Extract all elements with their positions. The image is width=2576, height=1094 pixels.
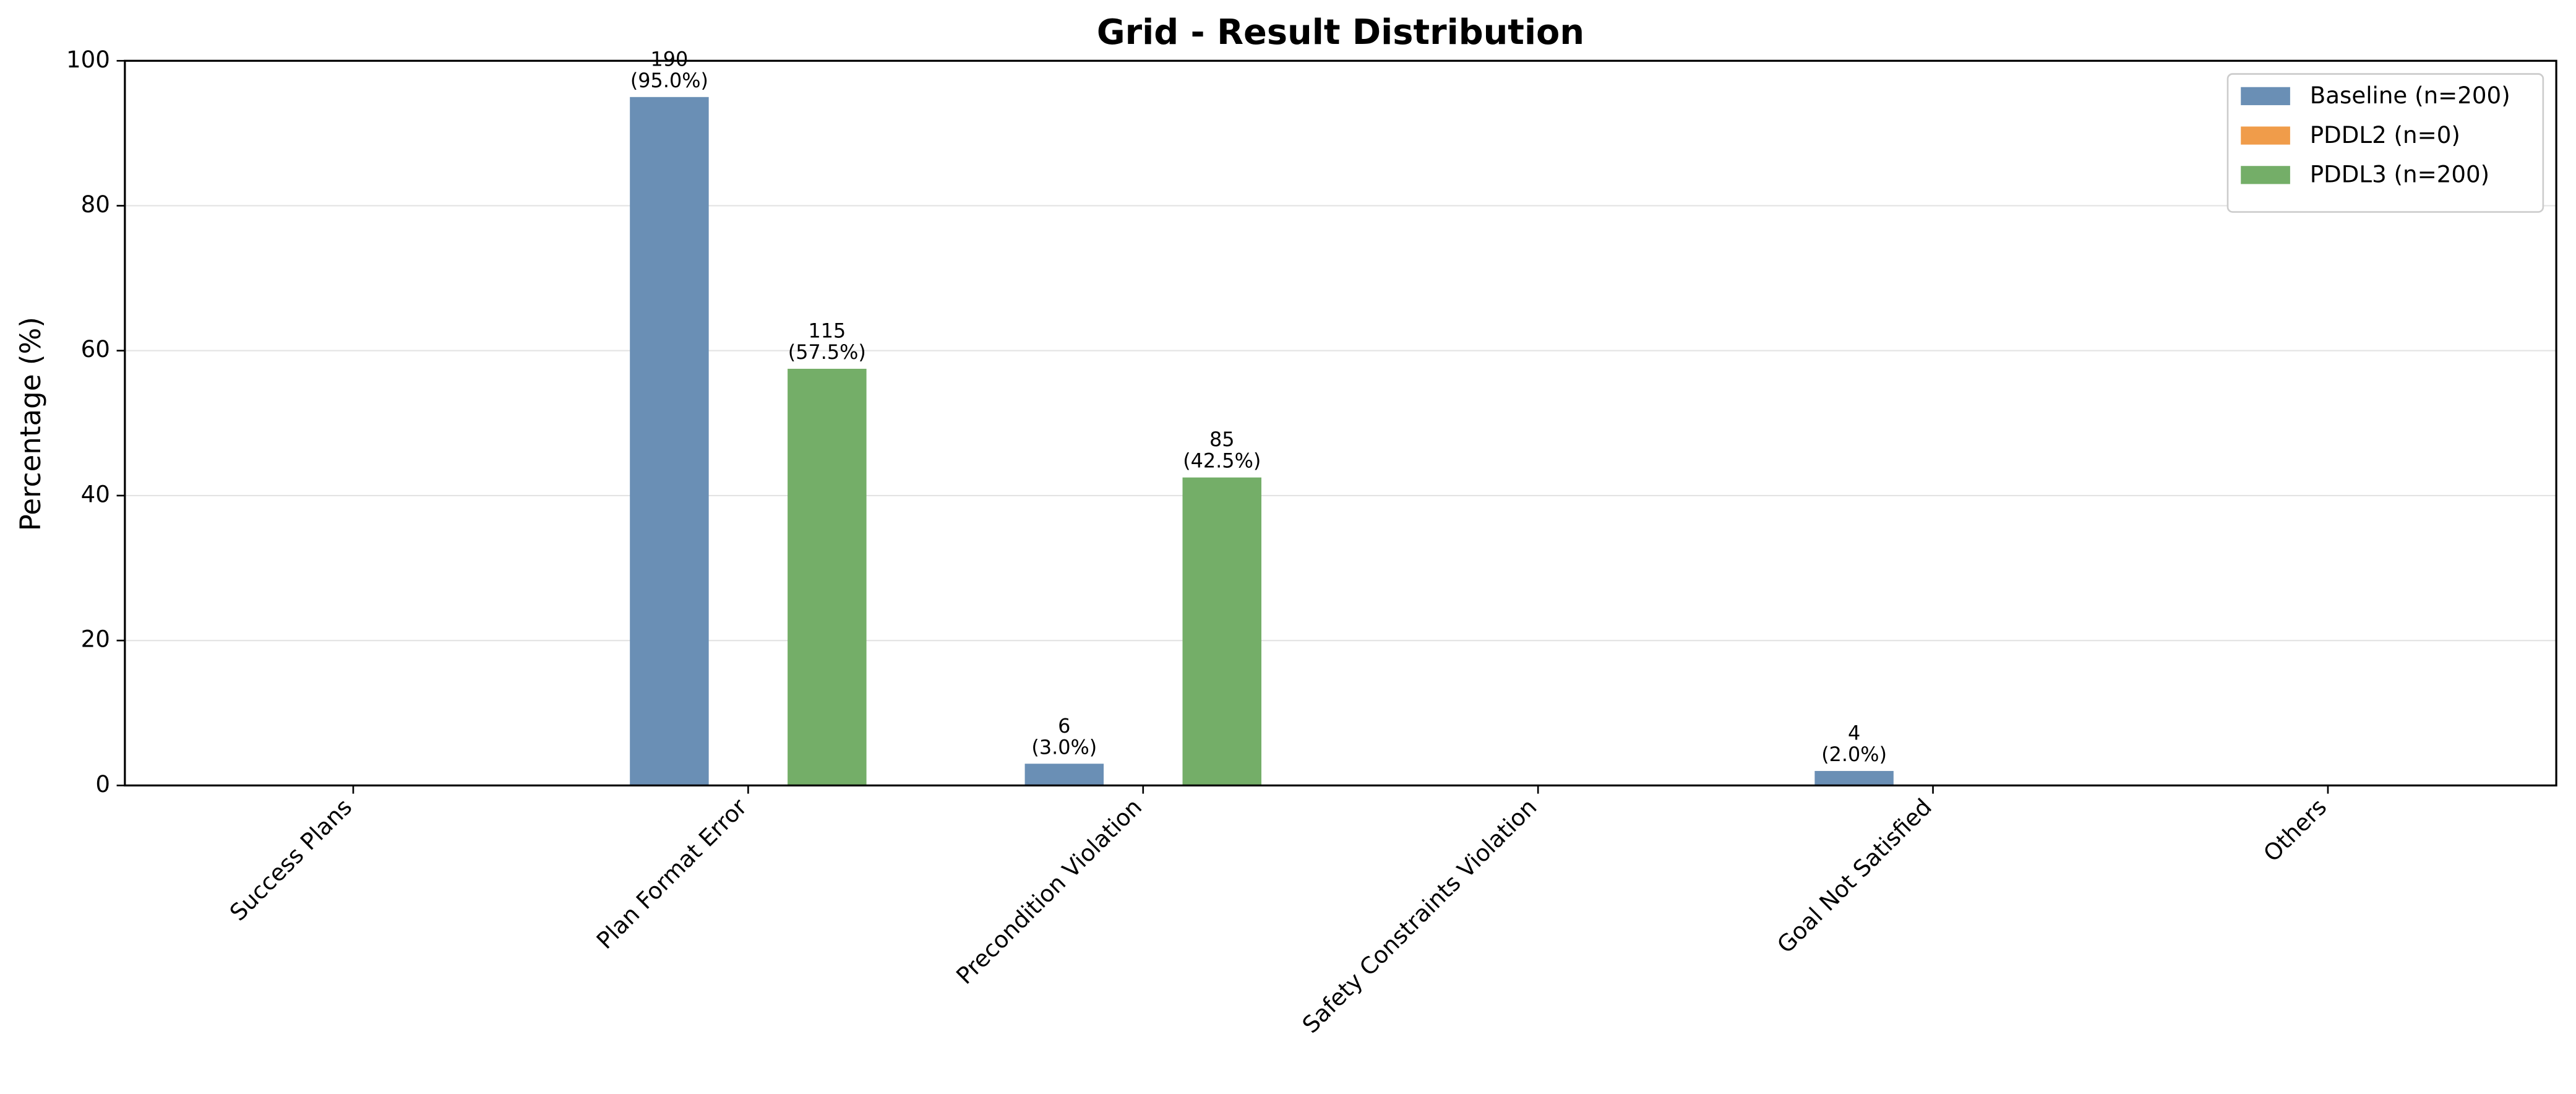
y-tick-label: 20 <box>81 626 110 653</box>
x-tick-label: Success Plans <box>225 793 358 926</box>
legend-swatch <box>2241 87 2290 105</box>
plot-frame <box>124 59 2557 786</box>
data-label: (95.0%) <box>630 69 708 92</box>
chart-title: Grid - Result Distribution <box>1097 12 1584 53</box>
y-tick-label: 100 <box>66 46 110 73</box>
bar <box>788 368 867 786</box>
legend-swatch <box>2241 126 2290 145</box>
y-tick-label: 60 <box>81 335 110 363</box>
legend-label: PDDL3 (n=200) <box>2310 161 2489 188</box>
legend-swatch <box>2241 166 2290 184</box>
data-label: (57.5%) <box>788 340 866 364</box>
x-tick-label: Goal Not Satisfied <box>1772 793 1937 958</box>
bar <box>630 97 709 786</box>
x-tick-label: Precondition Violation <box>951 793 1147 989</box>
data-label: 85 <box>1209 428 1235 451</box>
y-tick-label: 80 <box>81 191 110 218</box>
bar <box>1182 477 1261 786</box>
legend-label: PDDL2 (n=0) <box>2310 121 2460 149</box>
bar <box>1814 770 1894 786</box>
y-tick-label: 0 <box>95 770 110 798</box>
data-label: 6 <box>1058 714 1070 738</box>
x-tick-label: Safety Constraints Violation <box>1297 793 1542 1038</box>
y-axis-label: Percentage (%) <box>14 317 47 531</box>
data-label: 115 <box>808 319 846 343</box>
y-tick-label: 40 <box>81 480 110 507</box>
data-label: (3.0%) <box>1031 735 1097 759</box>
legend-box <box>2226 73 2544 213</box>
x-tick-label: Plan Format Error <box>591 793 752 954</box>
data-label: 4 <box>1848 721 1860 744</box>
bar <box>1024 764 1104 786</box>
data-label: 190 <box>651 47 689 71</box>
data-label: (42.5%) <box>1183 449 1261 473</box>
legend-label: Baseline (n=200) <box>2310 82 2510 109</box>
data-label: (2.0%) <box>1821 743 1887 766</box>
x-tick-label: Others <box>2258 793 2332 867</box>
